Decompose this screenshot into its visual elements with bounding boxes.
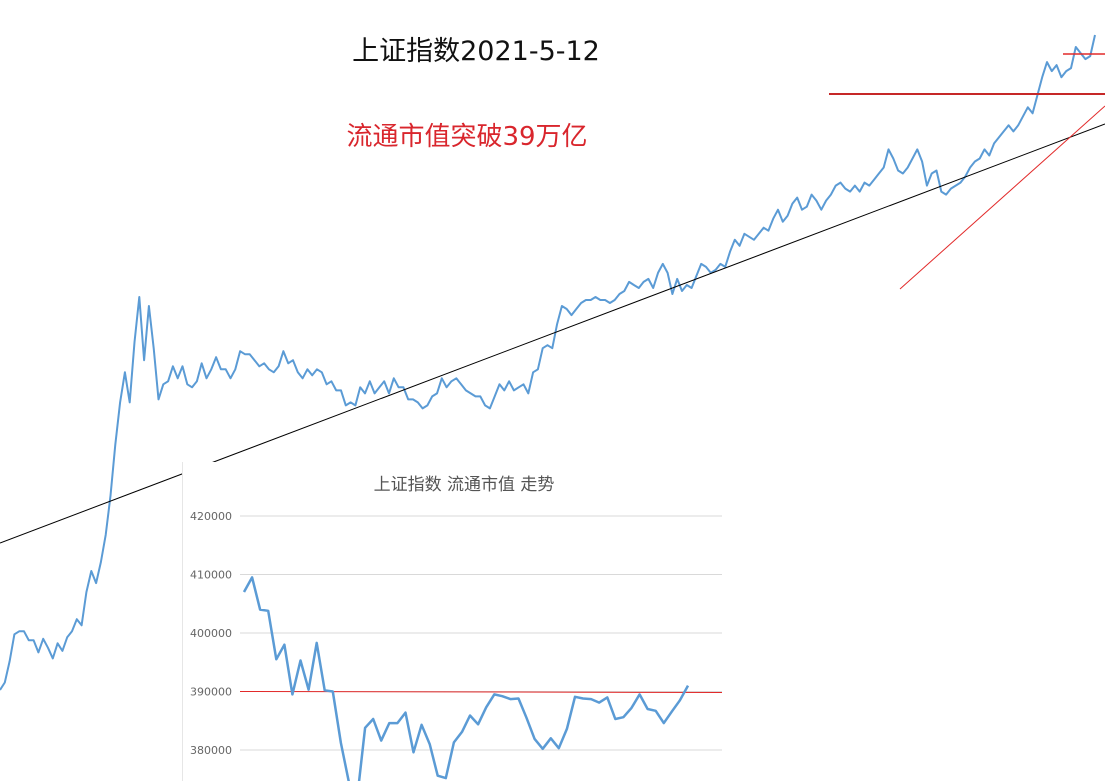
- main-price-line: [0, 34, 1096, 691]
- main-chart-title: 上证指数2021-5-12: [352, 36, 600, 67]
- inset-market-cap-chart: 上证指数 流通市值 走势 420000 410000 400000 390000 380…: [182, 462, 1105, 781]
- main-chart-subtitle: 流通市值突破39万亿: [346, 122, 587, 152]
- inset-y-tick-label: 420000: [190, 510, 232, 523]
- inset-y-tick-label: 380000: [190, 744, 232, 757]
- inset-reference-line: [239, 691, 723, 693]
- inset-y-tick-label: 410000: [190, 569, 232, 582]
- inset-y-tick-label: 390000: [190, 686, 232, 699]
- inset-market-cap-line: [242, 576, 690, 781]
- inset-y-tick-label: 400000: [190, 627, 232, 640]
- inset-background: [182, 462, 1105, 781]
- inset-chart-title: 上证指数 流通市值 走势: [374, 475, 555, 495]
- inset-y-axis: 420000 410000 400000 390000 380000: [190, 510, 232, 757]
- red-uptrend-line: [899, 105, 1105, 290]
